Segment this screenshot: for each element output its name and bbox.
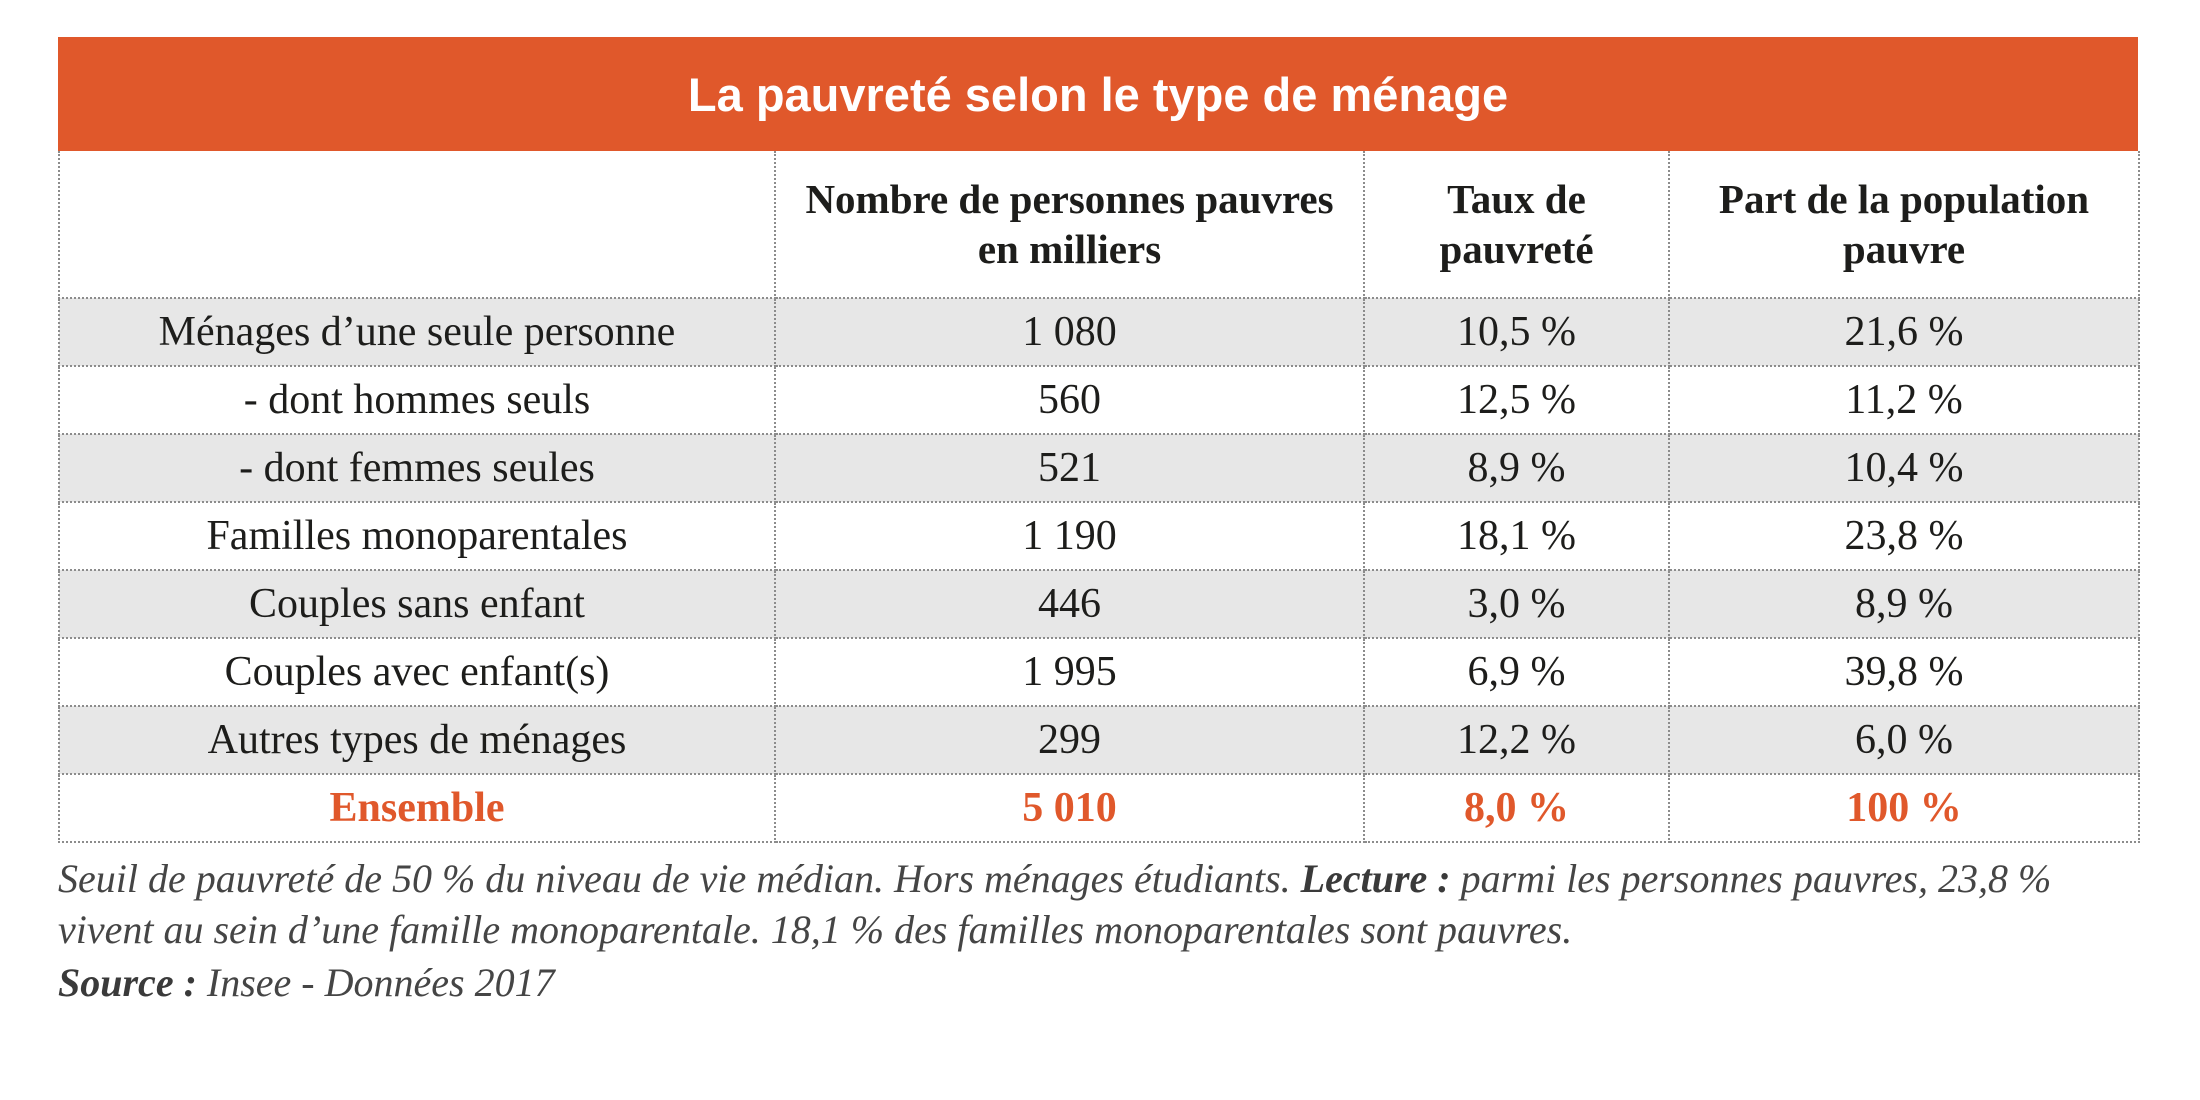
table-row: Ménages d’une seule personne 1 080 10,5 … <box>58 297 2140 367</box>
cell-poor-count: 1 995 <box>774 637 1365 707</box>
cell-poor-count: 1 190 <box>774 501 1365 571</box>
cell-poor-count: 521 <box>774 433 1365 503</box>
row-label: Ménages d’une seule personne <box>58 297 776 367</box>
table-row: - dont femmes seules 521 8,9 % 10,4 % <box>58 433 2140 503</box>
cell-poverty-rate: 3,0 % <box>1363 569 1670 639</box>
cell-poverty-rate-total: 8,0 % <box>1363 773 1670 843</box>
table-row: Couples avec enfant(s) 1 995 6,9 % 39,8 … <box>58 637 2140 707</box>
cell-poor-share: 10,4 % <box>1668 433 2140 503</box>
cell-poor-share: 39,8 % <box>1668 637 2140 707</box>
methodology-note: Seuil de pauvreté de 50 % du niveau de v… <box>58 853 2138 955</box>
cell-poor-count: 1 080 <box>774 297 1365 367</box>
cell-poor-share: 11,2 % <box>1668 365 2140 435</box>
cell-poverty-rate: 12,5 % <box>1363 365 1670 435</box>
table-row-total: Ensemble 5 010 8,0 % 100 % <box>58 773 2140 843</box>
row-label: Couples avec enfant(s) <box>58 637 776 707</box>
col-header-poverty-rate: Taux de pauvreté <box>1363 151 1670 299</box>
row-label: Couples sans enfant <box>58 569 776 639</box>
row-label: - dont hommes seuls <box>58 365 776 435</box>
col-header-poor-count: Nombre de personnes pauvres en milliers <box>774 151 1365 299</box>
source-text: Insee - Données 2017 <box>196 960 555 1006</box>
figure-title: La pauvreté selon le type de ménage <box>687 67 1509 121</box>
col-header-household-type <box>58 151 776 299</box>
cell-poverty-rate: 10,5 % <box>1363 297 1670 367</box>
table-row: Couples sans enfant 446 3,0 % 8,9 % <box>58 569 2140 639</box>
lecture-label: Lecture : <box>1300 856 1451 901</box>
cell-poverty-rate: 8,9 % <box>1363 433 1670 503</box>
cell-poor-count: 446 <box>774 569 1365 639</box>
row-label-total: Ensemble <box>58 773 776 843</box>
cell-poor-share: 23,8 % <box>1668 501 2140 571</box>
cell-poor-count-total: 5 010 <box>774 773 1365 843</box>
cell-poor-share: 6,0 % <box>1668 705 2140 775</box>
row-label: Autres types de ménages <box>58 705 776 775</box>
cell-poor-share: 8,9 % <box>1668 569 2140 639</box>
source-note: Source : Insee - Données 2017 <box>58 957 2138 1008</box>
header-row: Nombre de personnes pauvres en milliers … <box>58 151 2140 299</box>
lecture-text: parmi les personnes pauvres, 23,8 % vive… <box>58 856 2052 953</box>
cell-poor-share-total: 100 % <box>1668 773 2140 843</box>
table-row: Familles monoparentales 1 190 18,1 % 23,… <box>58 501 2140 571</box>
cell-poor-count: 299 <box>774 705 1365 775</box>
row-label: - dont femmes seules <box>58 433 776 503</box>
table-row: Autres types de ménages 299 12,2 % 6,0 % <box>58 705 2140 775</box>
col-header-poor-share: Part de la population pauvre <box>1668 151 2140 299</box>
methodology-text: Seuil de pauvreté de 50 % du niveau de v… <box>58 856 1301 901</box>
poverty-table-figure: La pauvreté selon le type de ménage Nomb… <box>58 37 2140 1009</box>
table-row: - dont hommes seuls 560 12,5 % 11,2 % <box>58 365 2140 435</box>
cell-poverty-rate: 12,2 % <box>1363 705 1670 775</box>
row-label: Familles monoparentales <box>58 501 776 571</box>
poverty-table: Nombre de personnes pauvres en milliers … <box>58 151 2140 843</box>
cell-poverty-rate: 6,9 % <box>1363 637 1670 707</box>
source-label: Source : <box>58 960 197 1006</box>
figure-notes: Seuil de pauvreté de 50 % du niveau de v… <box>58 853 2138 1009</box>
cell-poor-share: 21,6 % <box>1668 297 2140 367</box>
figure-title-bar: La pauvreté selon le type de ménage <box>58 37 2138 151</box>
cell-poverty-rate: 18,1 % <box>1363 501 1670 571</box>
cell-poor-count: 560 <box>774 365 1365 435</box>
